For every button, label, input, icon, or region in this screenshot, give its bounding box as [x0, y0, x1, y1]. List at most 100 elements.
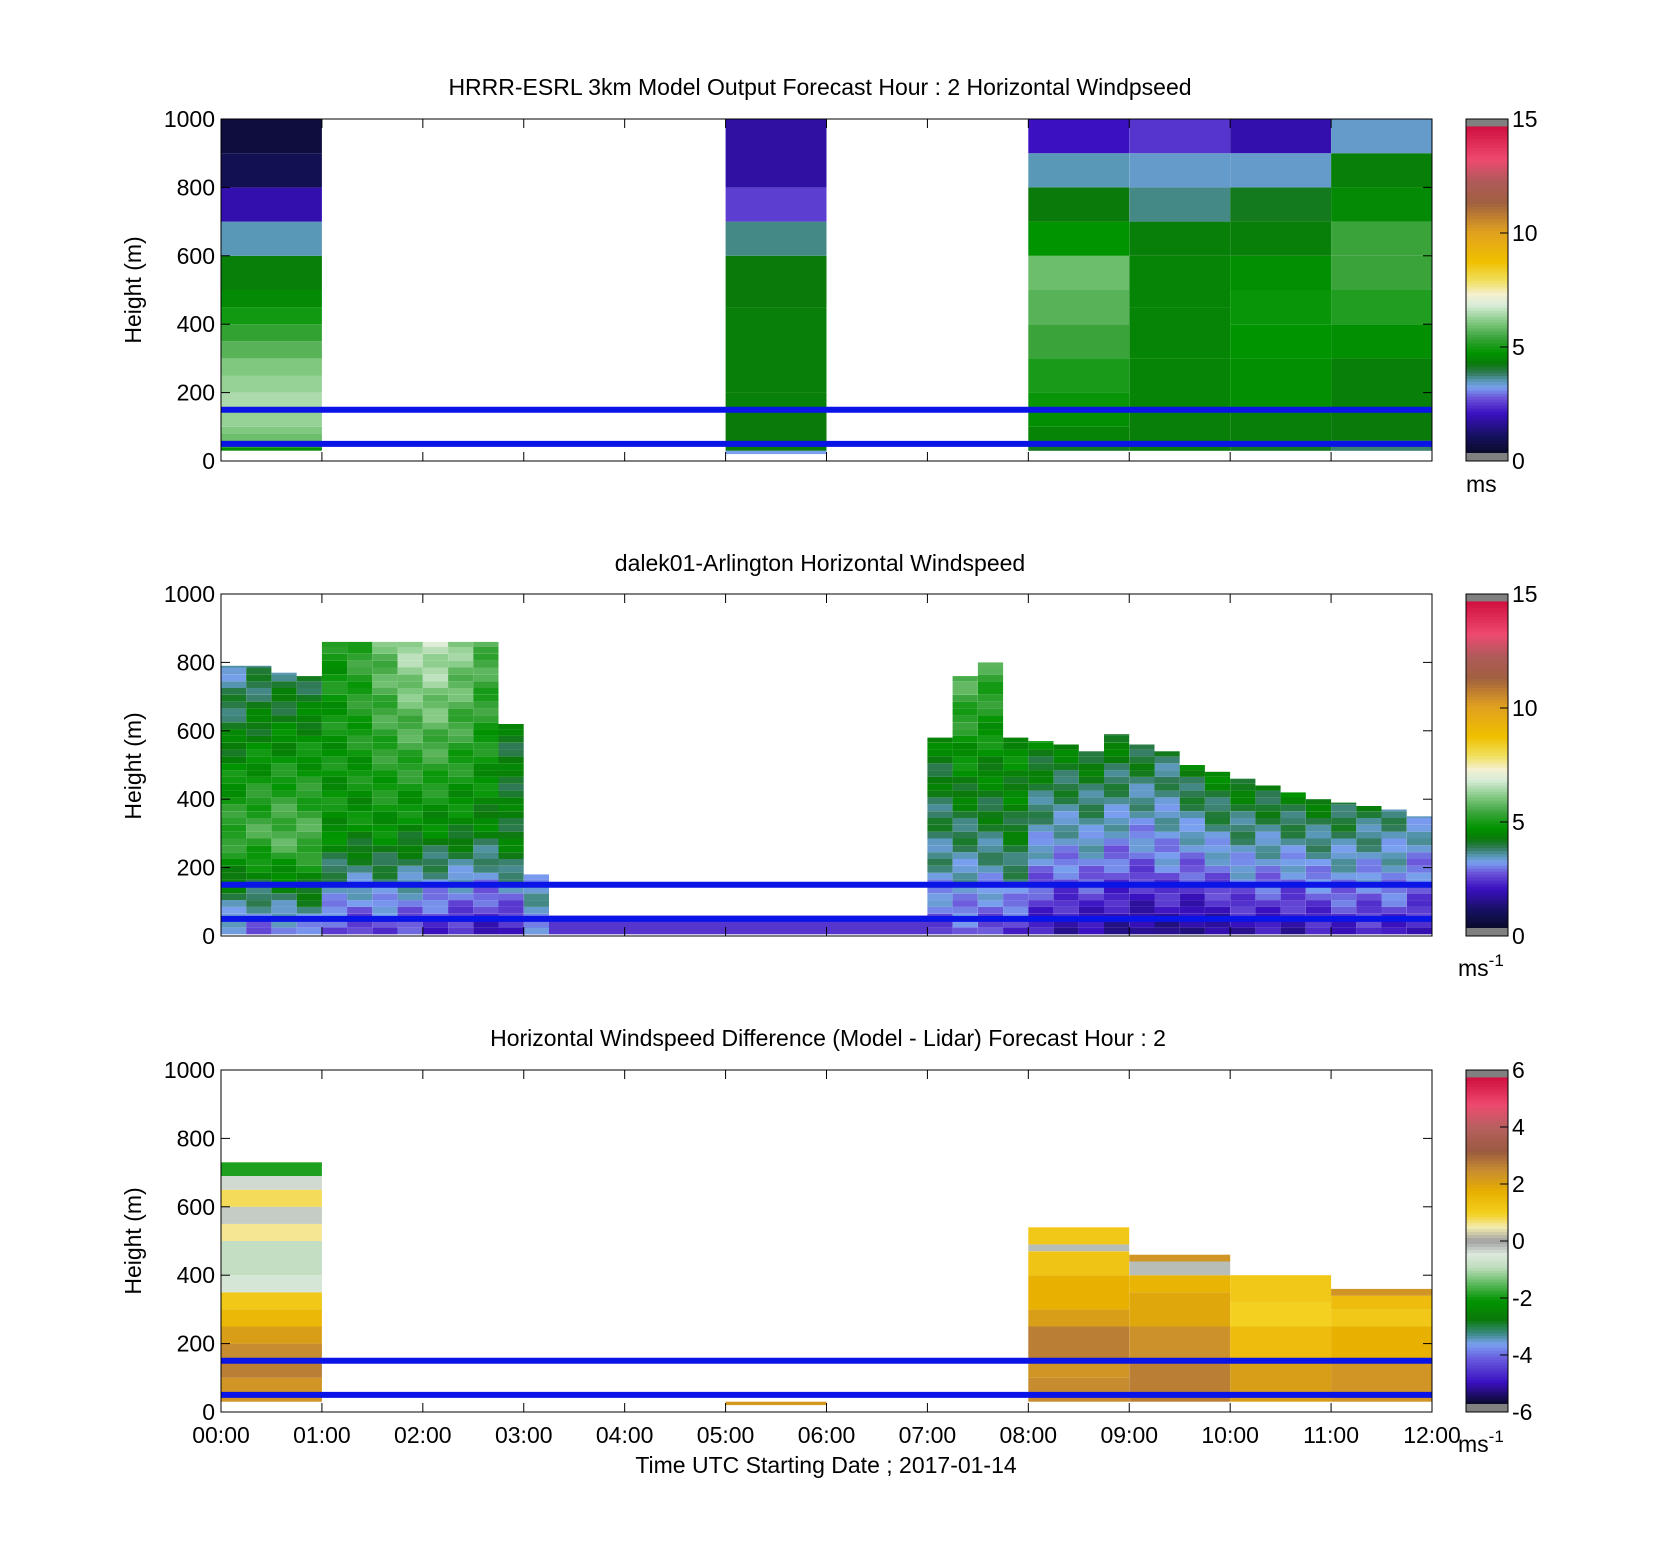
heatmap-cell [1331, 802, 1357, 805]
heatmap-cell [1028, 1377, 1130, 1402]
heatmap-cell [1305, 920, 1332, 928]
heatmap-cell [372, 694, 398, 702]
y-ticks: 0 200 400 600 800 1000 [164, 106, 1432, 474]
heatmap-cell [1204, 927, 1231, 935]
heatmap-cell [246, 920, 272, 928]
heatmap-cell [1053, 797, 1079, 805]
heatmap-cell [296, 722, 322, 730]
colorbar-segment [1466, 188, 1508, 193]
heatmap-cell [498, 811, 524, 818]
heatmap-cell [1078, 859, 1104, 866]
heatmap-cell [1003, 838, 1029, 846]
colorbar-segment [1466, 1299, 1508, 1304]
heatmap-cell [1331, 290, 1432, 325]
colorbar-segment [1466, 1124, 1508, 1129]
colorbar-segment [1466, 1136, 1508, 1141]
heatmap-cell [422, 797, 448, 805]
heatmap-cell [221, 790, 247, 798]
colorbar-segment [1466, 823, 1508, 828]
heatmap-cell [448, 831, 474, 839]
colorbar-segment [1466, 637, 1508, 641]
heatmap-cell [221, 756, 247, 764]
colorbar-segment [1466, 645, 1508, 650]
y-axis-label: Height (m) [120, 236, 146, 343]
heatmap-cell [1104, 886, 1130, 894]
heatmap-cell [221, 1241, 322, 1276]
heatmap-cell [1255, 906, 1281, 914]
heatmap-cell [1028, 872, 1054, 880]
heatmap-cell [271, 756, 297, 764]
heatmap-cell [498, 927, 524, 935]
colorbar-segment [1466, 915, 1508, 920]
heatmap-cell [1179, 777, 1205, 784]
colorbar-segment [1466, 672, 1508, 677]
heatmap-cell [473, 647, 499, 654]
heatmap-cell [952, 729, 978, 736]
x-ticks [220, 119, 1433, 461]
heatmap-cell [397, 865, 423, 873]
heatmap-cell [498, 838, 524, 846]
heatmap-cell [977, 906, 1004, 914]
heatmap-cell [448, 927, 474, 935]
heatmap-cell [1003, 906, 1029, 914]
heatmap-cell [422, 818, 448, 825]
colorbar-segment [1466, 788, 1508, 792]
heatmap-cell [448, 674, 474, 682]
heatmap-cell [473, 852, 499, 859]
x-axis-label: Time UTC Starting Date ; 2017-01-14 [635, 1452, 1017, 1478]
heatmap-cell [347, 722, 373, 730]
heatmap-cell [1381, 845, 1407, 853]
heatmap-cell [1154, 770, 1180, 777]
heatmap-cell [296, 906, 322, 914]
heatmap-cell [952, 701, 978, 709]
heatmap-cell [977, 824, 1004, 832]
x-tick-label: 12:00 [1403, 1422, 1461, 1448]
heatmap-cell [448, 653, 474, 661]
heatmap-cell [221, 341, 322, 359]
y-tick-label: 600 [177, 243, 215, 269]
heatmap-cell [473, 790, 499, 798]
heatmap-cell [1129, 1261, 1231, 1276]
heatmap-cell [473, 660, 499, 668]
heatmap-cell [246, 770, 272, 777]
y-tick-label: 200 [177, 1331, 215, 1357]
x-tick-label: 07:00 [899, 1422, 957, 1448]
colorbar-segment [1466, 431, 1508, 436]
colorbar-segment [1466, 681, 1508, 685]
colorbar-segment [1466, 631, 1508, 635]
colorbar-segment [1466, 690, 1508, 694]
heatmap-cell [397, 893, 423, 901]
heatmap-cell [422, 763, 448, 771]
heatmap-cell [397, 742, 423, 750]
heatmap-cell [1003, 763, 1029, 771]
colorbar-segment [1466, 847, 1508, 851]
heatmap-cell [1280, 845, 1306, 853]
heatmap-cell [1331, 187, 1432, 222]
heatmap-cell [347, 715, 373, 723]
colorbar-segment [1466, 1284, 1508, 1289]
heatmap-cell [1280, 824, 1306, 832]
heatmap-cell [1406, 865, 1432, 873]
colorbar-segment [1466, 1184, 1508, 1188]
heatmap-cell [1078, 927, 1104, 935]
heatmap-cell [1028, 426, 1130, 441]
colorbar-segment [1466, 1080, 1508, 1084]
colorbar-segment [1466, 428, 1508, 433]
heatmap-cell [977, 694, 1004, 702]
heatmap-cell [448, 688, 474, 695]
heatmap-cell [221, 920, 247, 928]
heatmap-cell [1381, 852, 1407, 859]
heatmap-cell [1179, 872, 1205, 880]
heatmap-cell [952, 770, 978, 777]
colorbar-segment [1466, 1178, 1508, 1182]
heatmap-cell [397, 688, 423, 695]
heatmap-cell [1154, 927, 1180, 935]
colorbar-segment [1466, 660, 1508, 665]
heatmap-cell [473, 804, 499, 812]
colorbar-segment [1466, 1400, 1508, 1404]
heatmap-cell [271, 893, 297, 901]
heatmap-cell [422, 811, 448, 818]
colorbar-segment [1466, 1198, 1508, 1203]
heatmap-cell [1204, 859, 1231, 866]
heatmap-cell [1381, 831, 1407, 839]
